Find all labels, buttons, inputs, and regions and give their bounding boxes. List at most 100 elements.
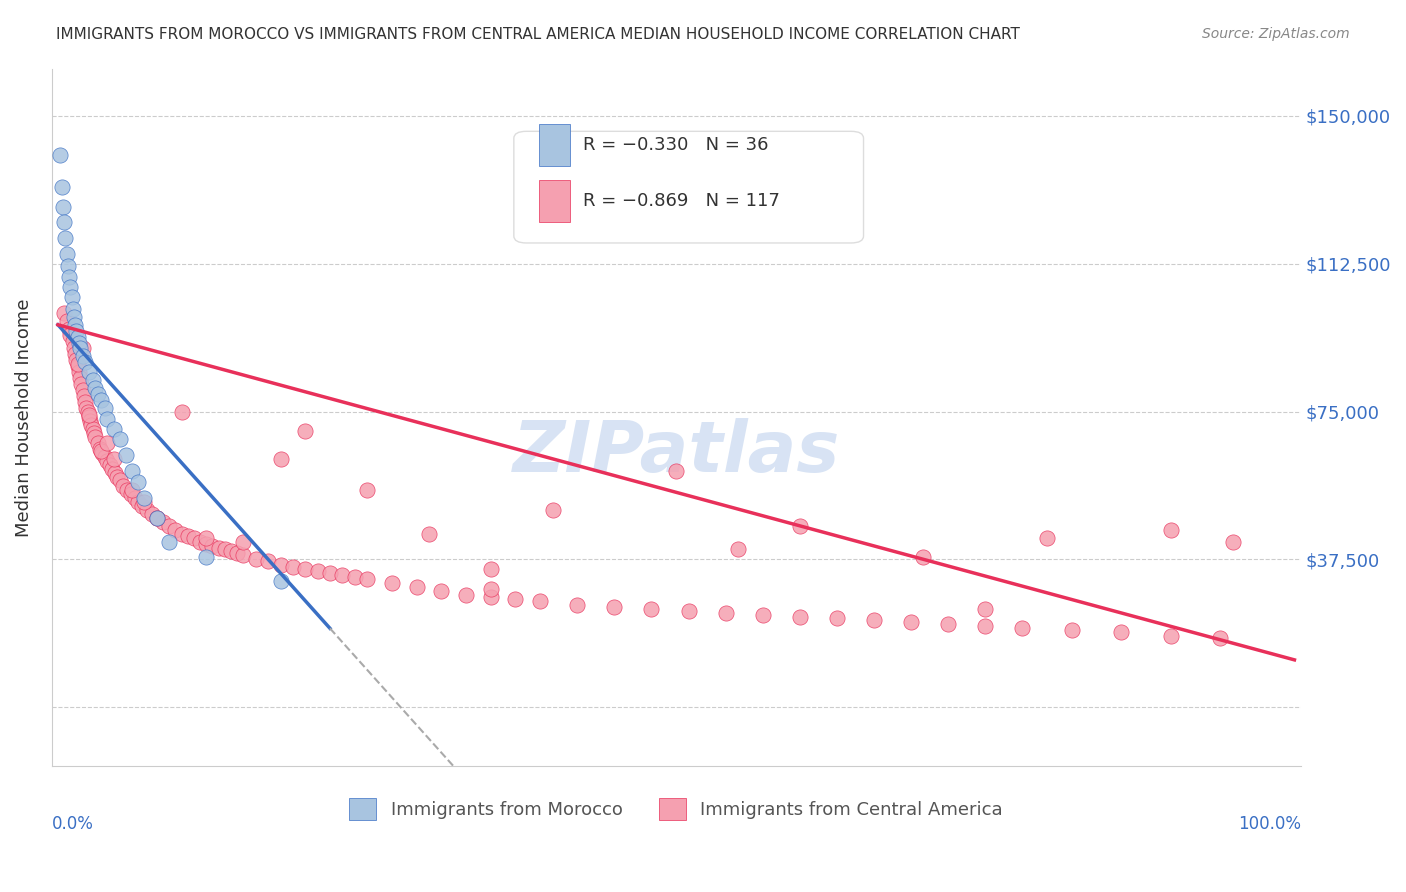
Point: [727, 542, 749, 557]
Point: [177, 529, 200, 543]
Point: [640, 601, 662, 615]
Point: [134, 491, 156, 506]
Point: [59, 327, 82, 342]
Text: R = −0.330   N = 36: R = −0.330 N = 36: [582, 136, 768, 154]
Point: [146, 511, 169, 525]
Point: [62, 301, 84, 316]
Point: [76, 404, 98, 418]
Point: [112, 479, 135, 493]
Point: [665, 464, 688, 478]
Point: [53, 231, 76, 245]
Point: [529, 593, 551, 607]
Point: [405, 580, 427, 594]
Point: [84, 381, 107, 395]
Point: [69, 371, 91, 385]
Point: [751, 607, 773, 622]
Point: [195, 531, 218, 545]
Point: [103, 422, 125, 436]
Point: [1060, 624, 1083, 638]
Point: [108, 432, 131, 446]
Point: [479, 562, 502, 576]
Point: [69, 342, 91, 356]
FancyBboxPatch shape: [513, 131, 863, 243]
Point: [208, 541, 231, 555]
Point: [1011, 621, 1033, 635]
Point: [146, 511, 169, 525]
Point: [62, 334, 84, 348]
Point: [714, 606, 737, 620]
Point: [195, 550, 218, 565]
Point: [974, 619, 997, 633]
Point: [294, 562, 316, 576]
Point: [86, 436, 108, 450]
Point: [103, 451, 125, 466]
Point: [77, 365, 100, 379]
Point: [65, 318, 87, 332]
Point: [115, 483, 138, 498]
Point: [307, 564, 329, 578]
Point: [356, 572, 378, 586]
Point: [183, 531, 205, 545]
Point: [567, 598, 589, 612]
Point: [226, 546, 249, 560]
Point: [479, 590, 502, 604]
Point: [900, 615, 922, 630]
Point: [232, 549, 254, 563]
Point: [270, 574, 292, 588]
Point: [281, 560, 304, 574]
Point: [454, 588, 477, 602]
Point: [974, 601, 997, 615]
Point: [56, 259, 79, 273]
Point: [53, 215, 76, 229]
Point: [127, 475, 149, 490]
Point: [219, 544, 242, 558]
Point: [789, 609, 811, 624]
Point: [165, 523, 187, 537]
Point: [294, 424, 316, 438]
Point: [79, 414, 101, 428]
Point: [80, 418, 103, 433]
Text: 100.0%: 100.0%: [1237, 815, 1301, 833]
Point: [66, 329, 89, 343]
Point: [94, 450, 117, 464]
Point: [356, 483, 378, 498]
Point: [121, 483, 143, 498]
Point: [121, 464, 143, 478]
Point: [66, 359, 89, 374]
Point: [63, 342, 86, 356]
Point: [51, 179, 73, 194]
Point: [141, 507, 163, 521]
Point: [67, 365, 90, 379]
Point: [115, 448, 138, 462]
Point: [63, 310, 86, 324]
Point: [1209, 631, 1232, 645]
Point: [319, 566, 342, 581]
Point: [146, 511, 169, 525]
Point: [60, 290, 83, 304]
Point: [55, 247, 77, 261]
FancyBboxPatch shape: [538, 180, 569, 222]
Point: [58, 270, 80, 285]
Point: [72, 349, 94, 363]
Point: [134, 495, 156, 509]
Point: [73, 389, 96, 403]
Point: [195, 536, 218, 550]
Point: [75, 355, 97, 369]
Point: [120, 487, 142, 501]
Point: [75, 394, 97, 409]
Point: [1036, 531, 1059, 545]
Point: [53, 306, 76, 320]
Point: [108, 474, 131, 488]
Point: [59, 280, 82, 294]
Point: [98, 458, 121, 472]
Point: [188, 534, 211, 549]
Point: [157, 534, 180, 549]
Point: [343, 570, 366, 584]
Y-axis label: Median Household Income: Median Household Income: [15, 298, 32, 537]
Point: [214, 542, 236, 557]
Point: [66, 357, 89, 371]
Point: [541, 503, 564, 517]
Point: [105, 469, 128, 483]
Point: [104, 466, 127, 480]
Point: [75, 401, 97, 415]
